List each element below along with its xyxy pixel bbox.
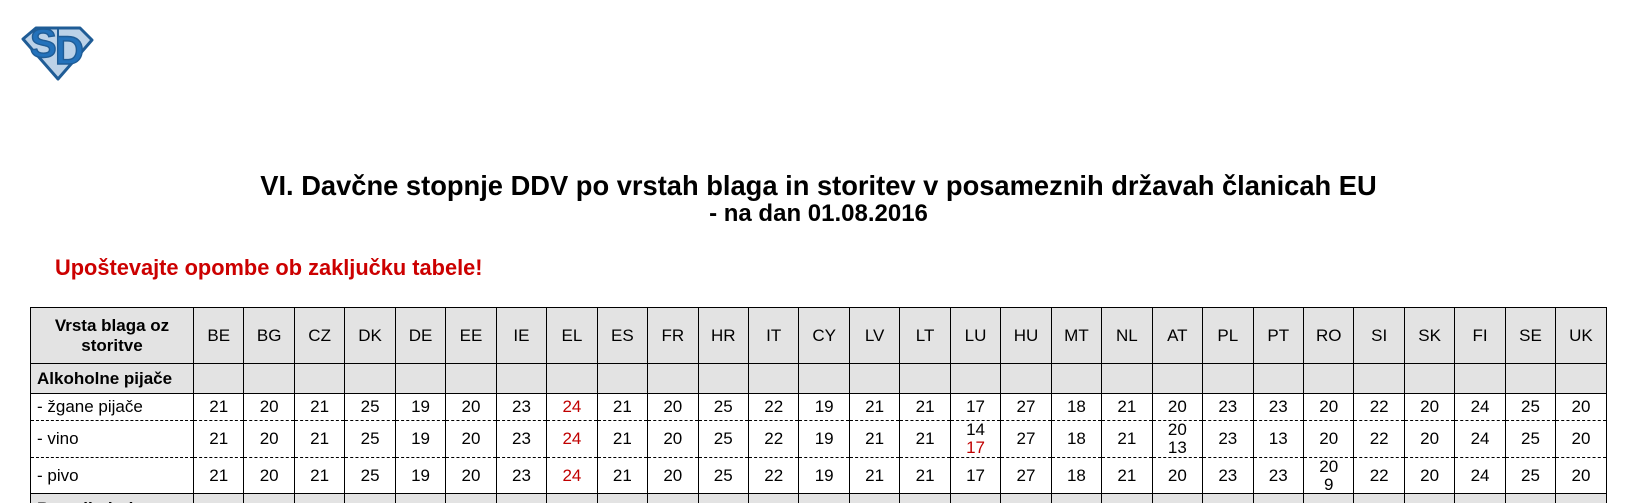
- svg-text:S: S: [30, 22, 57, 66]
- svg-text:D: D: [55, 29, 84, 73]
